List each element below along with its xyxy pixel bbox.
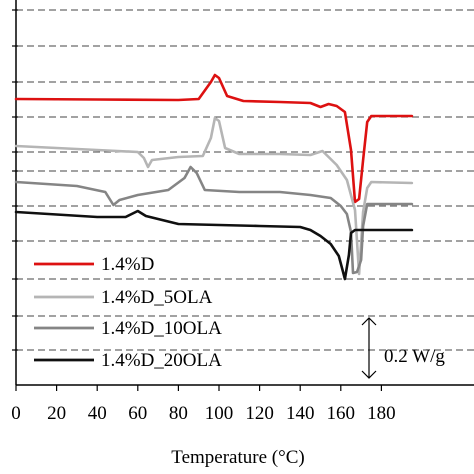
- y-axis-ticks: [12, 9, 18, 351]
- x-axis-ticks: 0 20 40 60 80 100 120 140 160 180: [11, 385, 396, 424]
- x-tick-label: 140: [286, 403, 315, 424]
- axes: [15, 0, 474, 386]
- legend-label: 1.4%D: [101, 254, 154, 275]
- scale-bar-arrow-bottom: [361, 370, 377, 379]
- grid-lines: [16, 9, 474, 351]
- x-tick-label: 120: [245, 403, 274, 424]
- legend-label: 1.4%D_5OLA: [101, 287, 213, 308]
- x-tick-label: 40: [88, 403, 107, 424]
- x-tick-label: 100: [205, 403, 234, 424]
- scale-bar-label: 0.2 W/g: [384, 346, 445, 367]
- scale-bar-arrow-top: [361, 317, 377, 326]
- series-lines: [14, 73, 414, 281]
- x-tick-label: 160: [327, 403, 356, 424]
- series-line: [14, 116, 414, 276]
- legend: 1.4%D 1.4%D_5OLA 1.4%D_10OLA 1.4%D_20OLA: [34, 254, 222, 371]
- x-axis-title: Temperature (°C): [171, 447, 304, 468]
- legend-label: 1.4%D_10OLA: [101, 318, 222, 339]
- legend-label: 1.4%D_20OLA: [101, 350, 222, 371]
- x-tick-label: 80: [169, 403, 188, 424]
- x-tick-label: 0: [11, 403, 21, 424]
- series-line: [14, 165, 414, 275]
- series-line: [14, 73, 414, 204]
- series-line: [14, 209, 414, 281]
- x-tick-label: 60: [128, 403, 147, 424]
- x-tick-label: 20: [47, 403, 66, 424]
- x-tick-label: 180: [367, 403, 396, 424]
- scale-bar: 0.2 W/g: [361, 317, 445, 379]
